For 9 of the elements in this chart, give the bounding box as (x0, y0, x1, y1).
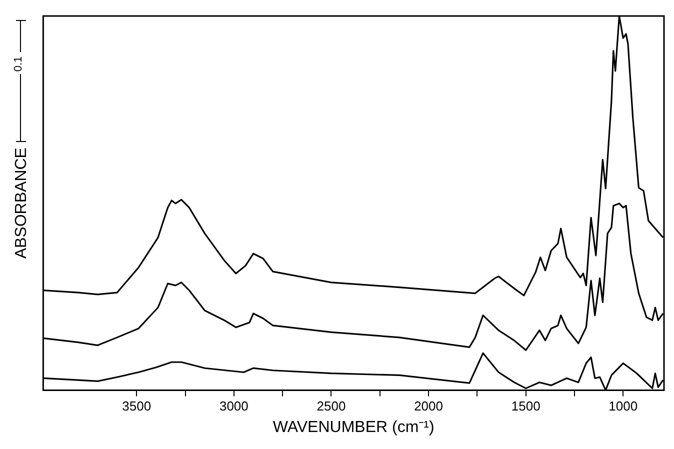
x-tick-label: 3500 (122, 398, 152, 414)
y-axis-title: ABSORBANCE (13, 148, 30, 259)
x-tick-label: 2500 (316, 398, 346, 414)
x-tick-label: 2000 (414, 398, 443, 414)
x-tick-label: 1000 (608, 398, 638, 414)
text: 0.1 (13, 56, 26, 72)
x-tick-label: 3000 (219, 398, 248, 414)
x-axis-title: WAVENUMBER (cm⁻¹) (272, 418, 434, 436)
x-tick-label: 1500 (511, 398, 540, 414)
